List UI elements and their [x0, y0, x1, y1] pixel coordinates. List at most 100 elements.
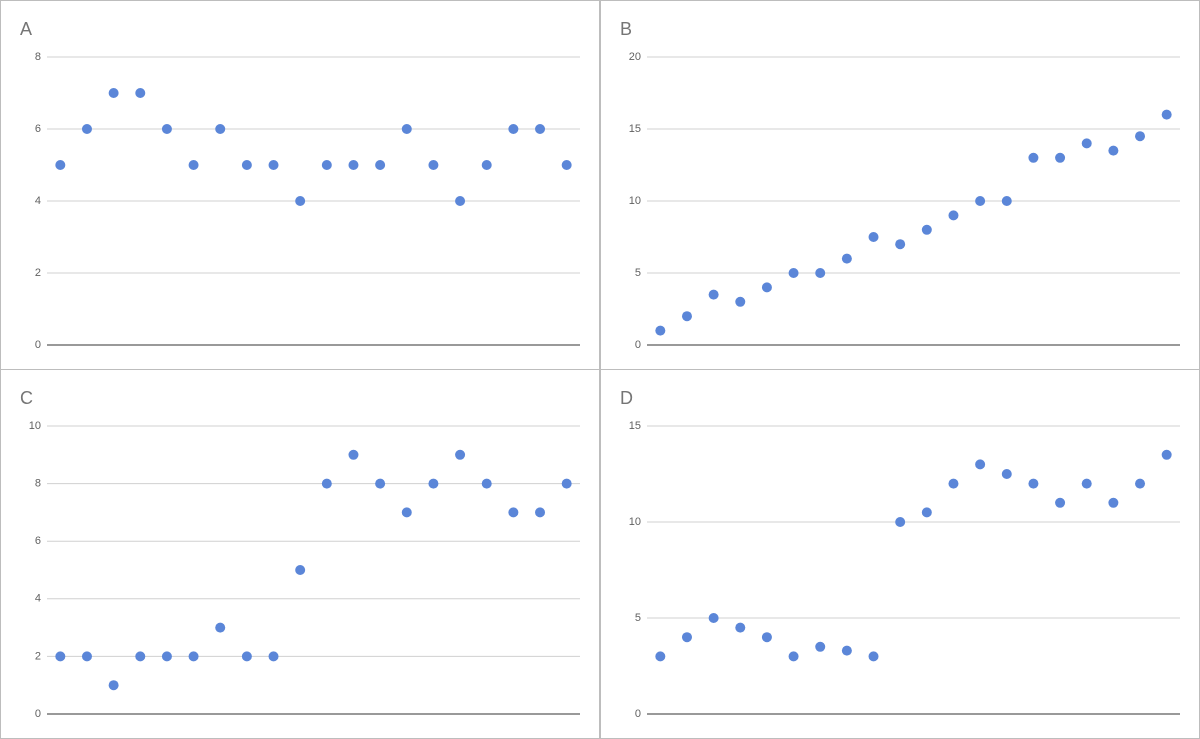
panel-border [0, 369, 600, 739]
point [1001, 196, 1012, 206]
point [708, 289, 719, 300]
point [188, 651, 199, 662]
point [215, 622, 226, 633]
point [1081, 138, 1092, 149]
point [81, 124, 92, 134]
point [1055, 497, 1066, 508]
point [868, 651, 879, 662]
y-tick-label: 5 [635, 267, 641, 279]
y-tick-label: 20 [629, 51, 641, 63]
point [681, 632, 692, 643]
chart-panel: B 0 5 10 15 20 [600, 0, 1200, 370]
point [55, 651, 66, 662]
point [455, 449, 466, 460]
point [841, 645, 852, 656]
point [921, 224, 932, 235]
y-tick-label: 10 [29, 420, 41, 432]
point [508, 507, 519, 518]
point [1081, 478, 1092, 489]
point [1161, 109, 1172, 120]
y-tick-label: 10 [629, 195, 641, 207]
point [788, 268, 799, 278]
point [948, 210, 959, 221]
point [241, 160, 252, 170]
y-tick-label: 5 [635, 612, 641, 624]
chart-title: D [620, 388, 633, 408]
point [161, 651, 172, 662]
point [55, 160, 66, 170]
panel-border [600, 0, 1200, 370]
point [1108, 145, 1119, 156]
point [561, 160, 572, 170]
point [455, 196, 466, 206]
chart-panel: C 0 2 4 6 8 10 [0, 369, 600, 739]
point [241, 651, 252, 662]
chart-title: C [20, 388, 33, 408]
point [401, 507, 412, 518]
y-tick-label: 15 [629, 420, 641, 432]
chart-panel: A 0 2 4 6 8 [0, 0, 600, 370]
y-tick-label: 0 [635, 708, 641, 720]
chart-title: A [20, 19, 32, 39]
point [1108, 497, 1119, 508]
point [428, 478, 439, 489]
point [1055, 152, 1066, 163]
point [735, 296, 746, 307]
point [761, 632, 772, 643]
y-tick-label: 6 [35, 123, 41, 135]
y-tick-label: 2 [35, 650, 41, 662]
panel-border [600, 369, 1200, 739]
point [841, 253, 852, 264]
point [788, 651, 799, 662]
point [401, 124, 412, 134]
y-tick-label: 0 [35, 339, 41, 351]
point [895, 517, 906, 527]
point [81, 651, 92, 662]
point [535, 507, 546, 518]
point [868, 232, 879, 242]
point [295, 196, 306, 206]
point [708, 613, 719, 623]
y-tick-label: 15 [629, 123, 641, 135]
y-tick-label: 8 [35, 478, 41, 490]
point [161, 124, 172, 134]
point [1001, 469, 1012, 479]
point [135, 651, 146, 662]
point [948, 478, 959, 489]
point [535, 124, 546, 134]
point [321, 160, 332, 170]
point [975, 459, 986, 470]
point [268, 160, 279, 170]
y-tick-label: 10 [629, 516, 641, 528]
point [815, 268, 826, 278]
point [1028, 152, 1039, 163]
point [268, 651, 279, 662]
point [428, 160, 439, 170]
y-tick-label: 0 [35, 708, 41, 720]
point [108, 88, 119, 98]
point [108, 680, 119, 691]
point [895, 239, 906, 250]
point [1135, 478, 1146, 489]
point [295, 565, 306, 575]
y-tick-label: 2 [35, 267, 41, 279]
point [188, 160, 199, 170]
panel-border [0, 0, 600, 370]
point [1161, 449, 1172, 460]
y-tick-label: 0 [635, 339, 641, 351]
point [681, 311, 692, 322]
point [1028, 478, 1039, 489]
point [975, 196, 986, 206]
point [481, 478, 492, 489]
point [375, 160, 386, 170]
point [321, 478, 332, 489]
point [135, 88, 146, 98]
point [215, 124, 226, 134]
point [735, 622, 746, 633]
point [481, 160, 492, 170]
point [508, 124, 519, 134]
point [655, 325, 666, 336]
point [1135, 131, 1146, 142]
